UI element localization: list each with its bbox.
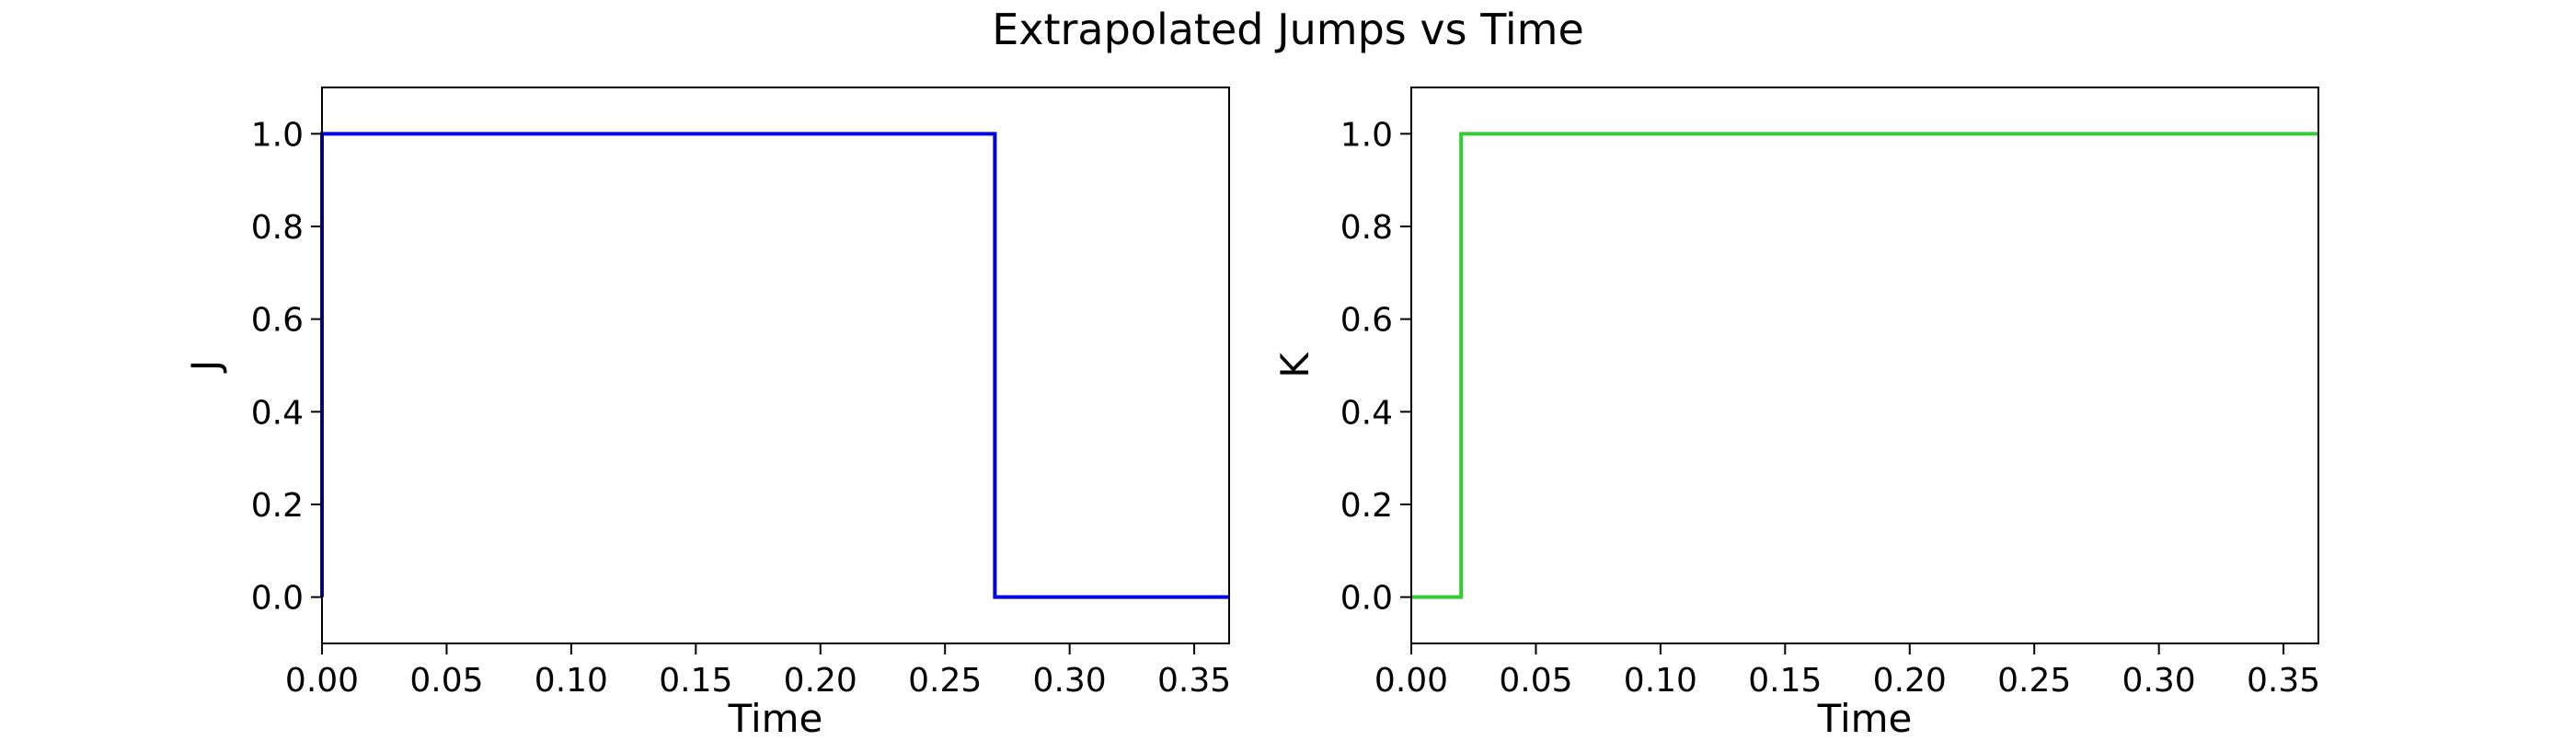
plot-frame <box>1410 87 2319 644</box>
series-line-1 <box>320 132 1229 599</box>
y-tick-label: 0.6 <box>1340 302 1393 340</box>
x-tick-label: 0.05 <box>409 662 483 700</box>
x-tick-label: 0.10 <box>1624 662 1697 700</box>
y-axis-label: K <box>1272 352 1317 378</box>
subplot-1: 0.00 0.05 0.10 0.15 0.20 0.25 0.30 0.35 0.0 0.2 0.… <box>183 87 1231 741</box>
x-tick-label: 0.20 <box>1873 662 1947 700</box>
x-tick-label: 0.00 <box>1374 662 1448 700</box>
x-axis-label: Time <box>728 696 823 736</box>
y-tick-label: 0.0 <box>1340 580 1393 618</box>
x-tick-label: 0.25 <box>908 662 982 700</box>
subplot-2: 0.00 0.05 0.10 0.15 0.20 0.25 0.30 0.35 0.0 0.2 0.… <box>1272 87 2320 741</box>
y-tick-label: 0.4 <box>1340 394 1393 432</box>
y-tick-label: 0.8 <box>1340 209 1393 247</box>
x-tick-label: 0.30 <box>1033 662 1107 700</box>
y-tick-label: 0.0 <box>251 580 304 618</box>
x-tick-label: 0.35 <box>2247 662 2320 700</box>
x-tick-label: 0.35 <box>1157 662 1231 700</box>
x-tick-label: 0.15 <box>1748 662 1822 700</box>
y-axis-label: J <box>183 360 228 374</box>
y-tick-label: 0.6 <box>251 302 304 340</box>
y-tick-label: 1.0 <box>251 116 304 154</box>
plot-frame <box>321 87 1230 644</box>
y-tick-label: 0.2 <box>1340 487 1393 525</box>
figure-title: Extrapolated Jumps vs Time <box>992 5 1584 54</box>
x-tick-label: 0.10 <box>535 662 608 700</box>
series-line-1 <box>1411 132 2318 599</box>
x-tick-label: 0.00 <box>285 662 359 700</box>
x-tick-label: 0.05 <box>1499 662 1572 700</box>
y-tick-label: 0.8 <box>251 209 304 247</box>
y-tick-label: 0.2 <box>251 487 304 525</box>
x-tick-label: 0.30 <box>2122 662 2196 700</box>
x-tick-label: 0.25 <box>1997 662 2071 700</box>
x-tick-label: 0.20 <box>784 662 857 700</box>
y-tick-label: 0.4 <box>251 394 304 432</box>
x-tick-label: 0.15 <box>659 662 732 700</box>
y-tick-label: 1.0 <box>1340 116 1393 154</box>
x-axis-label: Time <box>1817 696 1913 736</box>
